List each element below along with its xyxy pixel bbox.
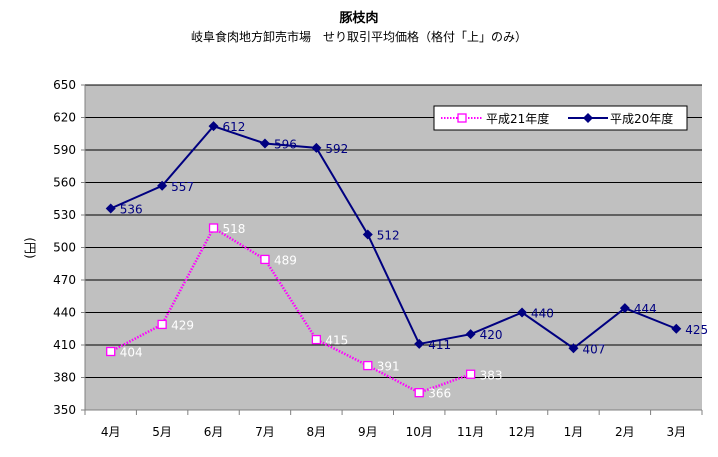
legend-box: [433, 105, 688, 131]
series-group: [105, 121, 682, 398]
data-label: 366: [428, 387, 451, 401]
data-label: 429: [171, 318, 194, 332]
x-tick-label: 5月: [152, 425, 172, 439]
data-label: 415: [325, 334, 348, 348]
y-tick-label: 470: [53, 273, 76, 287]
y-tick-label: 650: [53, 78, 76, 92]
x-tick-label: 6月: [204, 425, 224, 439]
data-point: [619, 303, 630, 314]
data-point: [157, 180, 168, 191]
x-tick-label: 8月: [307, 425, 327, 439]
data-point: [465, 369, 476, 379]
y-tick-label: 410: [53, 338, 76, 352]
axes: 350 380 410 440 470 500 530 560 590 620 650 4月 5月 6月 7…: [53, 78, 703, 439]
x-tick-label: 4月: [101, 425, 121, 439]
data-point: [414, 338, 425, 349]
x-tick-label: 2月: [615, 425, 635, 439]
x-tick-label: 11月: [457, 425, 484, 439]
data-label: 407: [582, 342, 605, 356]
y-tick-label: 500: [53, 241, 76, 255]
data-label: 383: [480, 368, 503, 382]
y-tick-label: 440: [53, 306, 76, 320]
legend: 平成21年度 平成20年度: [433, 105, 688, 131]
data-point: [208, 223, 219, 233]
data-point: [208, 121, 219, 132]
data-point: [568, 343, 579, 354]
data-label: 420: [480, 328, 503, 342]
data-label: 489: [274, 253, 297, 267]
x-tick-label: 12月: [508, 425, 535, 439]
x-tick-label: 10月: [406, 425, 433, 439]
y-tick-label: 620: [53, 111, 76, 125]
grid: [85, 84, 702, 378]
data-point: [157, 319, 167, 330]
y-tick-label: 350: [53, 403, 76, 417]
data-label: 612: [223, 120, 246, 134]
data-label: 512: [377, 229, 400, 243]
y-tick-label: 560: [53, 176, 76, 190]
y-tick-label: 380: [53, 371, 76, 385]
data-point: [362, 229, 373, 240]
data-label: 592: [325, 142, 348, 156]
data-label: 391: [377, 360, 400, 374]
data-point: [259, 138, 270, 149]
data-label: 411: [428, 338, 451, 352]
data-label: 404: [120, 346, 143, 360]
x-tick-label: 3月: [666, 425, 686, 439]
data-label: 536: [120, 203, 143, 217]
x-tick-label: 7月: [255, 425, 275, 439]
x-tick-label: 9月: [358, 425, 378, 439]
series-line-2: [110, 125, 677, 350]
data-point: [106, 346, 116, 357]
data-label: 444: [634, 302, 657, 316]
data-point: [311, 334, 322, 345]
data-point: [671, 323, 682, 334]
data-point: [363, 360, 373, 371]
x-tick-label: 1月: [564, 425, 584, 439]
data-label: 440: [531, 307, 554, 321]
data-labels: 404 429 518 489 415 391 366 383 536 557 612 596 592 5…: [120, 120, 708, 401]
data-point: [105, 203, 116, 214]
legend-label-series-1: 平成21年度: [486, 111, 549, 126]
legend-marker-series-1: [457, 113, 467, 123]
data-label: 557: [171, 180, 194, 194]
data-label: 596: [274, 138, 297, 152]
y-tick-label: 530: [53, 208, 76, 222]
chart-subtitle: 岐阜食肉地方卸売市場 せり取引平均価格（格付「上」のみ）: [191, 29, 527, 44]
chart-title: 豚枝肉: [339, 10, 378, 26]
y-axis-label: (円): [23, 237, 37, 258]
y-tick-label: 590: [53, 143, 76, 157]
series-line-1: [110, 226, 472, 395]
data-point: [311, 142, 322, 153]
data-point: [465, 329, 476, 340]
legend-marker-series-2: [583, 113, 593, 123]
data-point: [414, 388, 424, 398]
legend-label-series-2: 平成20年度: [610, 111, 673, 126]
data-label: 518: [223, 222, 246, 236]
data-point: [517, 307, 528, 318]
data-label: 425: [685, 323, 708, 337]
data-point: [260, 254, 270, 265]
